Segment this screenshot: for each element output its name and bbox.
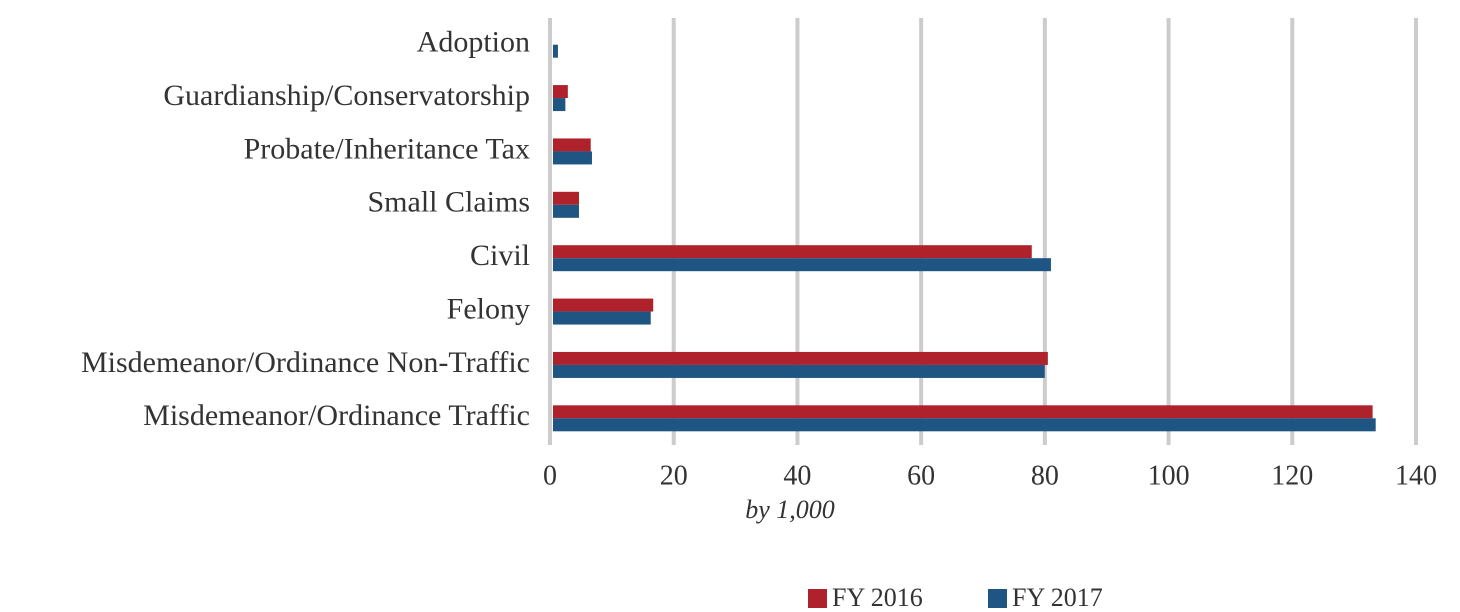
x-tick-label: 140 (1395, 460, 1437, 491)
y-tick-label: Small Claims (367, 186, 530, 219)
legend-label: FY 2017 (1012, 583, 1103, 612)
y-tick-label: Civil (470, 239, 530, 272)
bar (553, 418, 1376, 432)
bar (553, 405, 1373, 419)
bar (553, 138, 591, 152)
y-tick-label: Misdemeanor/Ordinance Traffic (143, 399, 530, 432)
bar (553, 98, 566, 112)
y-tick-label: Felony (447, 292, 530, 325)
bar (553, 258, 1051, 272)
bar (553, 151, 592, 165)
y-tick-label: Probate/Inheritance Tax (244, 132, 530, 165)
x-tick-label: 40 (783, 460, 811, 491)
legend-swatch (988, 589, 1007, 608)
bar (553, 298, 654, 312)
bar (553, 204, 579, 218)
bar (553, 44, 558, 58)
bar (553, 351, 1048, 365)
bar (553, 85, 568, 99)
legend-label: FY 2016 (832, 583, 923, 612)
x-tick-label: 0 (543, 460, 557, 491)
bar (553, 311, 651, 325)
x-tick-label: 60 (907, 460, 935, 491)
legend-swatch (808, 589, 827, 608)
x-tick-label: 80 (1031, 460, 1059, 491)
y-tick-label: Misdemeanor/Ordinance Non-Traffic (81, 346, 530, 379)
bar (553, 191, 579, 205)
bar (553, 364, 1045, 378)
bar (553, 245, 1032, 259)
x-axis-label: by 1,000 (745, 495, 835, 524)
x-tick-label: 120 (1271, 460, 1313, 491)
y-tick-label: Guardianship/Conservatorship (163, 79, 530, 112)
x-tick-label: 20 (660, 460, 688, 491)
y-tick-label: Adoption (417, 26, 530, 59)
x-tick-label: 100 (1148, 460, 1190, 491)
